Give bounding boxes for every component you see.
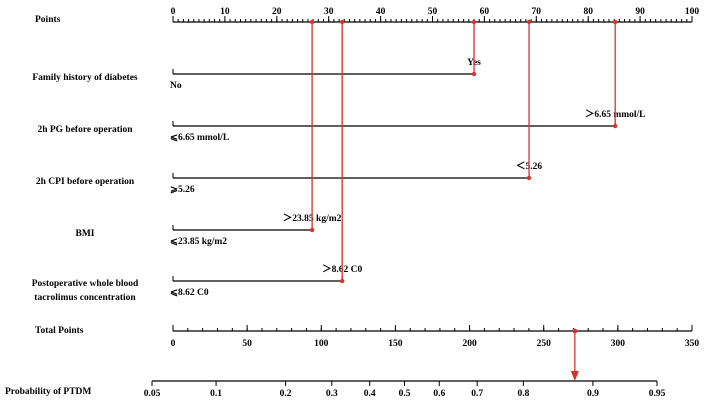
tick-label: 90: [635, 7, 645, 17]
variable-label: tacrolimus concentration: [34, 293, 136, 303]
variable-label: Postoperative whole blood: [32, 279, 139, 289]
tick-label: 0.95: [649, 389, 666, 399]
point-marker: [309, 227, 315, 233]
level-label: ⩽6.65 mmol/L: [170, 133, 229, 143]
variable-label: Family history of diabetes: [32, 73, 138, 83]
tick-label: 0.2: [280, 389, 292, 399]
tick-label: 350: [685, 339, 700, 349]
point-marker: [309, 19, 315, 25]
tick-label: 0.9: [587, 389, 599, 399]
axis-title: Probability of PTDM: [5, 387, 91, 397]
tick-label: 300: [611, 339, 626, 349]
axis-title: Total Points: [35, 326, 84, 336]
point-marker: [339, 278, 345, 284]
tick-label: 60: [480, 7, 490, 17]
tick-label: 200: [462, 339, 477, 349]
tick-label: 100: [314, 339, 329, 349]
tick-label: 40: [376, 7, 386, 17]
tick-label: 50: [242, 339, 252, 349]
tick-label: 20: [272, 7, 282, 17]
point-marker: [526, 175, 532, 181]
variable-label: 2h PG before operation: [37, 125, 133, 135]
variable-label: BMI: [76, 229, 95, 239]
variable-label: 2h CPI before operation: [36, 177, 135, 187]
point-marker: [339, 19, 345, 25]
tick-label: 250: [537, 339, 552, 349]
axis-title: Points: [35, 15, 61, 25]
tick-label: 0.05: [144, 389, 161, 399]
tick-label: 70: [532, 7, 542, 17]
tick-label: 0.3: [326, 389, 338, 399]
tick-label: 0.4: [364, 389, 376, 399]
level-label: No: [170, 81, 182, 91]
point-marker: [526, 19, 532, 25]
point-marker: [471, 19, 477, 25]
tick-label: 0.7: [471, 389, 483, 399]
tick-label: 0: [171, 339, 176, 349]
tick-label: 100: [685, 7, 700, 17]
level-label: ⩽8.62 C0: [170, 288, 209, 298]
tick-label: 0.6: [433, 389, 445, 399]
tick-label: 0.5: [399, 389, 411, 399]
tick-label: 10: [220, 7, 230, 17]
level-label: ⩾5.26: [170, 185, 195, 195]
point-marker: [612, 19, 618, 25]
tick-label: 150: [388, 339, 403, 349]
tick-label: 80: [583, 7, 593, 17]
point-marker: [612, 123, 618, 129]
level-label: ⩽23.85 kg/m2: [170, 237, 227, 247]
tick-label: 0.1: [210, 389, 222, 399]
point-marker: [471, 71, 477, 77]
tick-label: 0: [171, 7, 176, 17]
tick-label: 50: [428, 7, 438, 17]
tick-label: 30: [324, 7, 334, 17]
tick-label: 0.8: [517, 389, 529, 399]
arrow-head: [570, 371, 579, 381]
